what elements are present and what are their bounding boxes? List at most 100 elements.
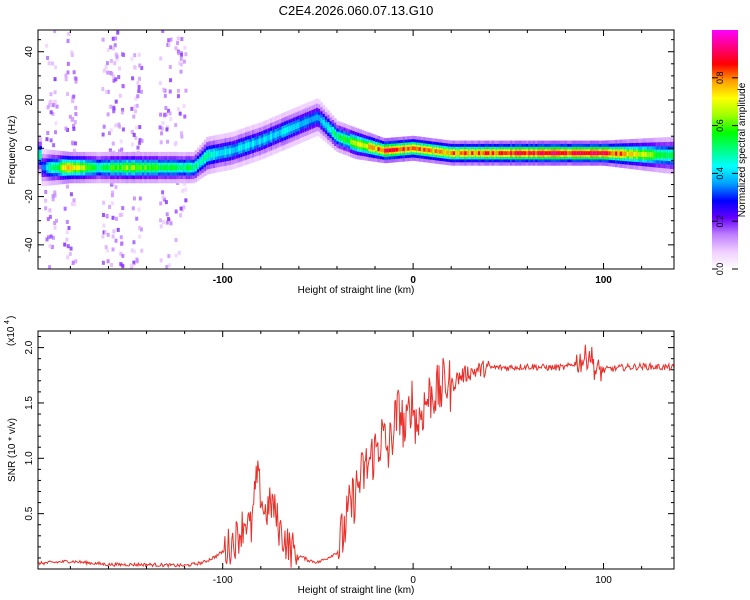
noise-speckle-cell xyxy=(51,194,55,199)
noise-speckle-cell xyxy=(46,217,50,222)
y-tick-label: 1.0 xyxy=(24,451,35,465)
ridge-cell xyxy=(569,151,573,156)
ridge-cell xyxy=(571,151,575,156)
noise-speckle-cell xyxy=(169,78,173,83)
noise-speckle-cell xyxy=(112,46,116,51)
noise-speckle-cell xyxy=(69,192,73,197)
ridge-cell xyxy=(190,165,193,171)
ridge-cell xyxy=(98,165,102,171)
noise-speckle-cell xyxy=(64,73,68,78)
noise-speckle-cell xyxy=(51,197,55,202)
colorbar-tick-label: 0.8 xyxy=(715,72,725,85)
noise-speckle-cell xyxy=(70,140,74,145)
ridge-cell xyxy=(564,151,568,156)
ridge-cell xyxy=(626,151,630,157)
noise-speckle-cell xyxy=(51,99,55,104)
ridge-cell xyxy=(105,165,109,171)
ridge-cell xyxy=(203,155,207,161)
noise-speckle-cell xyxy=(111,247,115,252)
ridge-cell xyxy=(270,133,273,140)
noise-speckle-cell xyxy=(169,221,173,226)
ridge-cell xyxy=(299,121,303,128)
ridge-cell xyxy=(48,164,52,171)
ridge-cell xyxy=(628,151,632,157)
noise-speckle-cell xyxy=(184,198,188,203)
noise-speckle-cell xyxy=(106,70,110,75)
ridge-cell xyxy=(201,157,205,163)
ridge-cell xyxy=(151,165,154,171)
noise-speckle-cell xyxy=(163,93,167,98)
noise-speckle-cell xyxy=(71,260,75,265)
colorbar: 0.0 0.2 0.4 0.6 0.8 Normalized spectral ampl… xyxy=(712,30,748,275)
noise-speckle-cell xyxy=(132,114,136,119)
ridge-cell xyxy=(96,165,100,171)
ridge-cell xyxy=(557,151,561,156)
noise-speckle-cell xyxy=(164,105,168,110)
noise-speckle-cell xyxy=(74,76,78,81)
ridge-cell xyxy=(603,151,607,156)
ridge-cell xyxy=(50,164,54,171)
ridge-cell xyxy=(491,151,495,156)
ridge-cell xyxy=(450,151,454,156)
noise-speckle-cell xyxy=(139,227,143,232)
noise-speckle-cell xyxy=(47,61,51,66)
ridge-cell xyxy=(91,165,95,171)
ridge-cell xyxy=(658,152,662,158)
ridge-cell xyxy=(660,152,664,158)
ridge-cell xyxy=(505,151,509,156)
ridge-cell xyxy=(295,123,298,129)
noise-speckle-cell xyxy=(120,212,124,217)
ridge-cell xyxy=(73,165,77,171)
noise-speckle-cell xyxy=(48,99,52,104)
ridge-cell xyxy=(663,152,666,158)
noise-speckle-cell xyxy=(66,61,70,66)
ridge-cell xyxy=(507,151,511,156)
noise-speckle-cell xyxy=(137,52,141,57)
noise-speckle-cell xyxy=(74,105,78,110)
ridge-cell xyxy=(345,137,349,143)
ridge-cell xyxy=(434,149,438,154)
ridge-cell xyxy=(528,151,531,156)
noise-speckle-cell xyxy=(133,65,137,70)
ridge-cell xyxy=(215,150,218,157)
ridge-cell xyxy=(265,135,269,142)
noise-speckle-cell xyxy=(68,114,72,119)
noise-speckle-cell xyxy=(182,205,186,210)
ridge-cell xyxy=(475,151,479,156)
ridge-cell xyxy=(633,151,636,157)
noise-speckle-cell xyxy=(112,229,116,234)
ridge-cell xyxy=(146,165,150,171)
noise-speckle-cell xyxy=(159,201,163,206)
noise-speckle-cell xyxy=(69,246,73,251)
noise-speckle-cell xyxy=(106,248,110,253)
noise-speckle-cell xyxy=(132,249,136,254)
noise-speckle-cell xyxy=(120,147,124,152)
ridge-cell xyxy=(62,165,65,171)
ridge-cell xyxy=(304,119,307,126)
ridge-cell xyxy=(112,165,116,171)
noise-speckle-cell xyxy=(177,51,181,56)
ridge-cell xyxy=(496,151,499,156)
noise-speckle-cell xyxy=(53,77,57,82)
noise-speckle-cell xyxy=(110,263,114,268)
ridge-cell xyxy=(306,118,310,125)
noise-speckle-cell xyxy=(136,80,140,85)
ridge-cell xyxy=(400,147,403,152)
noise-speckle-cell xyxy=(159,56,163,61)
noise-speckle-cell xyxy=(66,255,70,260)
ridge-cell xyxy=(87,165,90,171)
ridge-cell xyxy=(142,165,145,171)
noise-speckle-cell xyxy=(109,45,113,50)
ridge-cell xyxy=(443,150,447,155)
ridge-cell xyxy=(599,151,602,156)
ridge-cell xyxy=(39,152,42,159)
noise-speckle-cell xyxy=(167,217,171,222)
noise-speckle-cell xyxy=(54,65,58,70)
ridge-cell xyxy=(158,165,161,171)
ridge-cell xyxy=(286,127,289,133)
noise-speckle-cell xyxy=(111,215,115,220)
ridge-cell xyxy=(347,138,351,144)
noise-speckle-cell xyxy=(182,59,186,64)
ridge-cell xyxy=(567,151,570,156)
ridge-cell xyxy=(386,148,390,153)
